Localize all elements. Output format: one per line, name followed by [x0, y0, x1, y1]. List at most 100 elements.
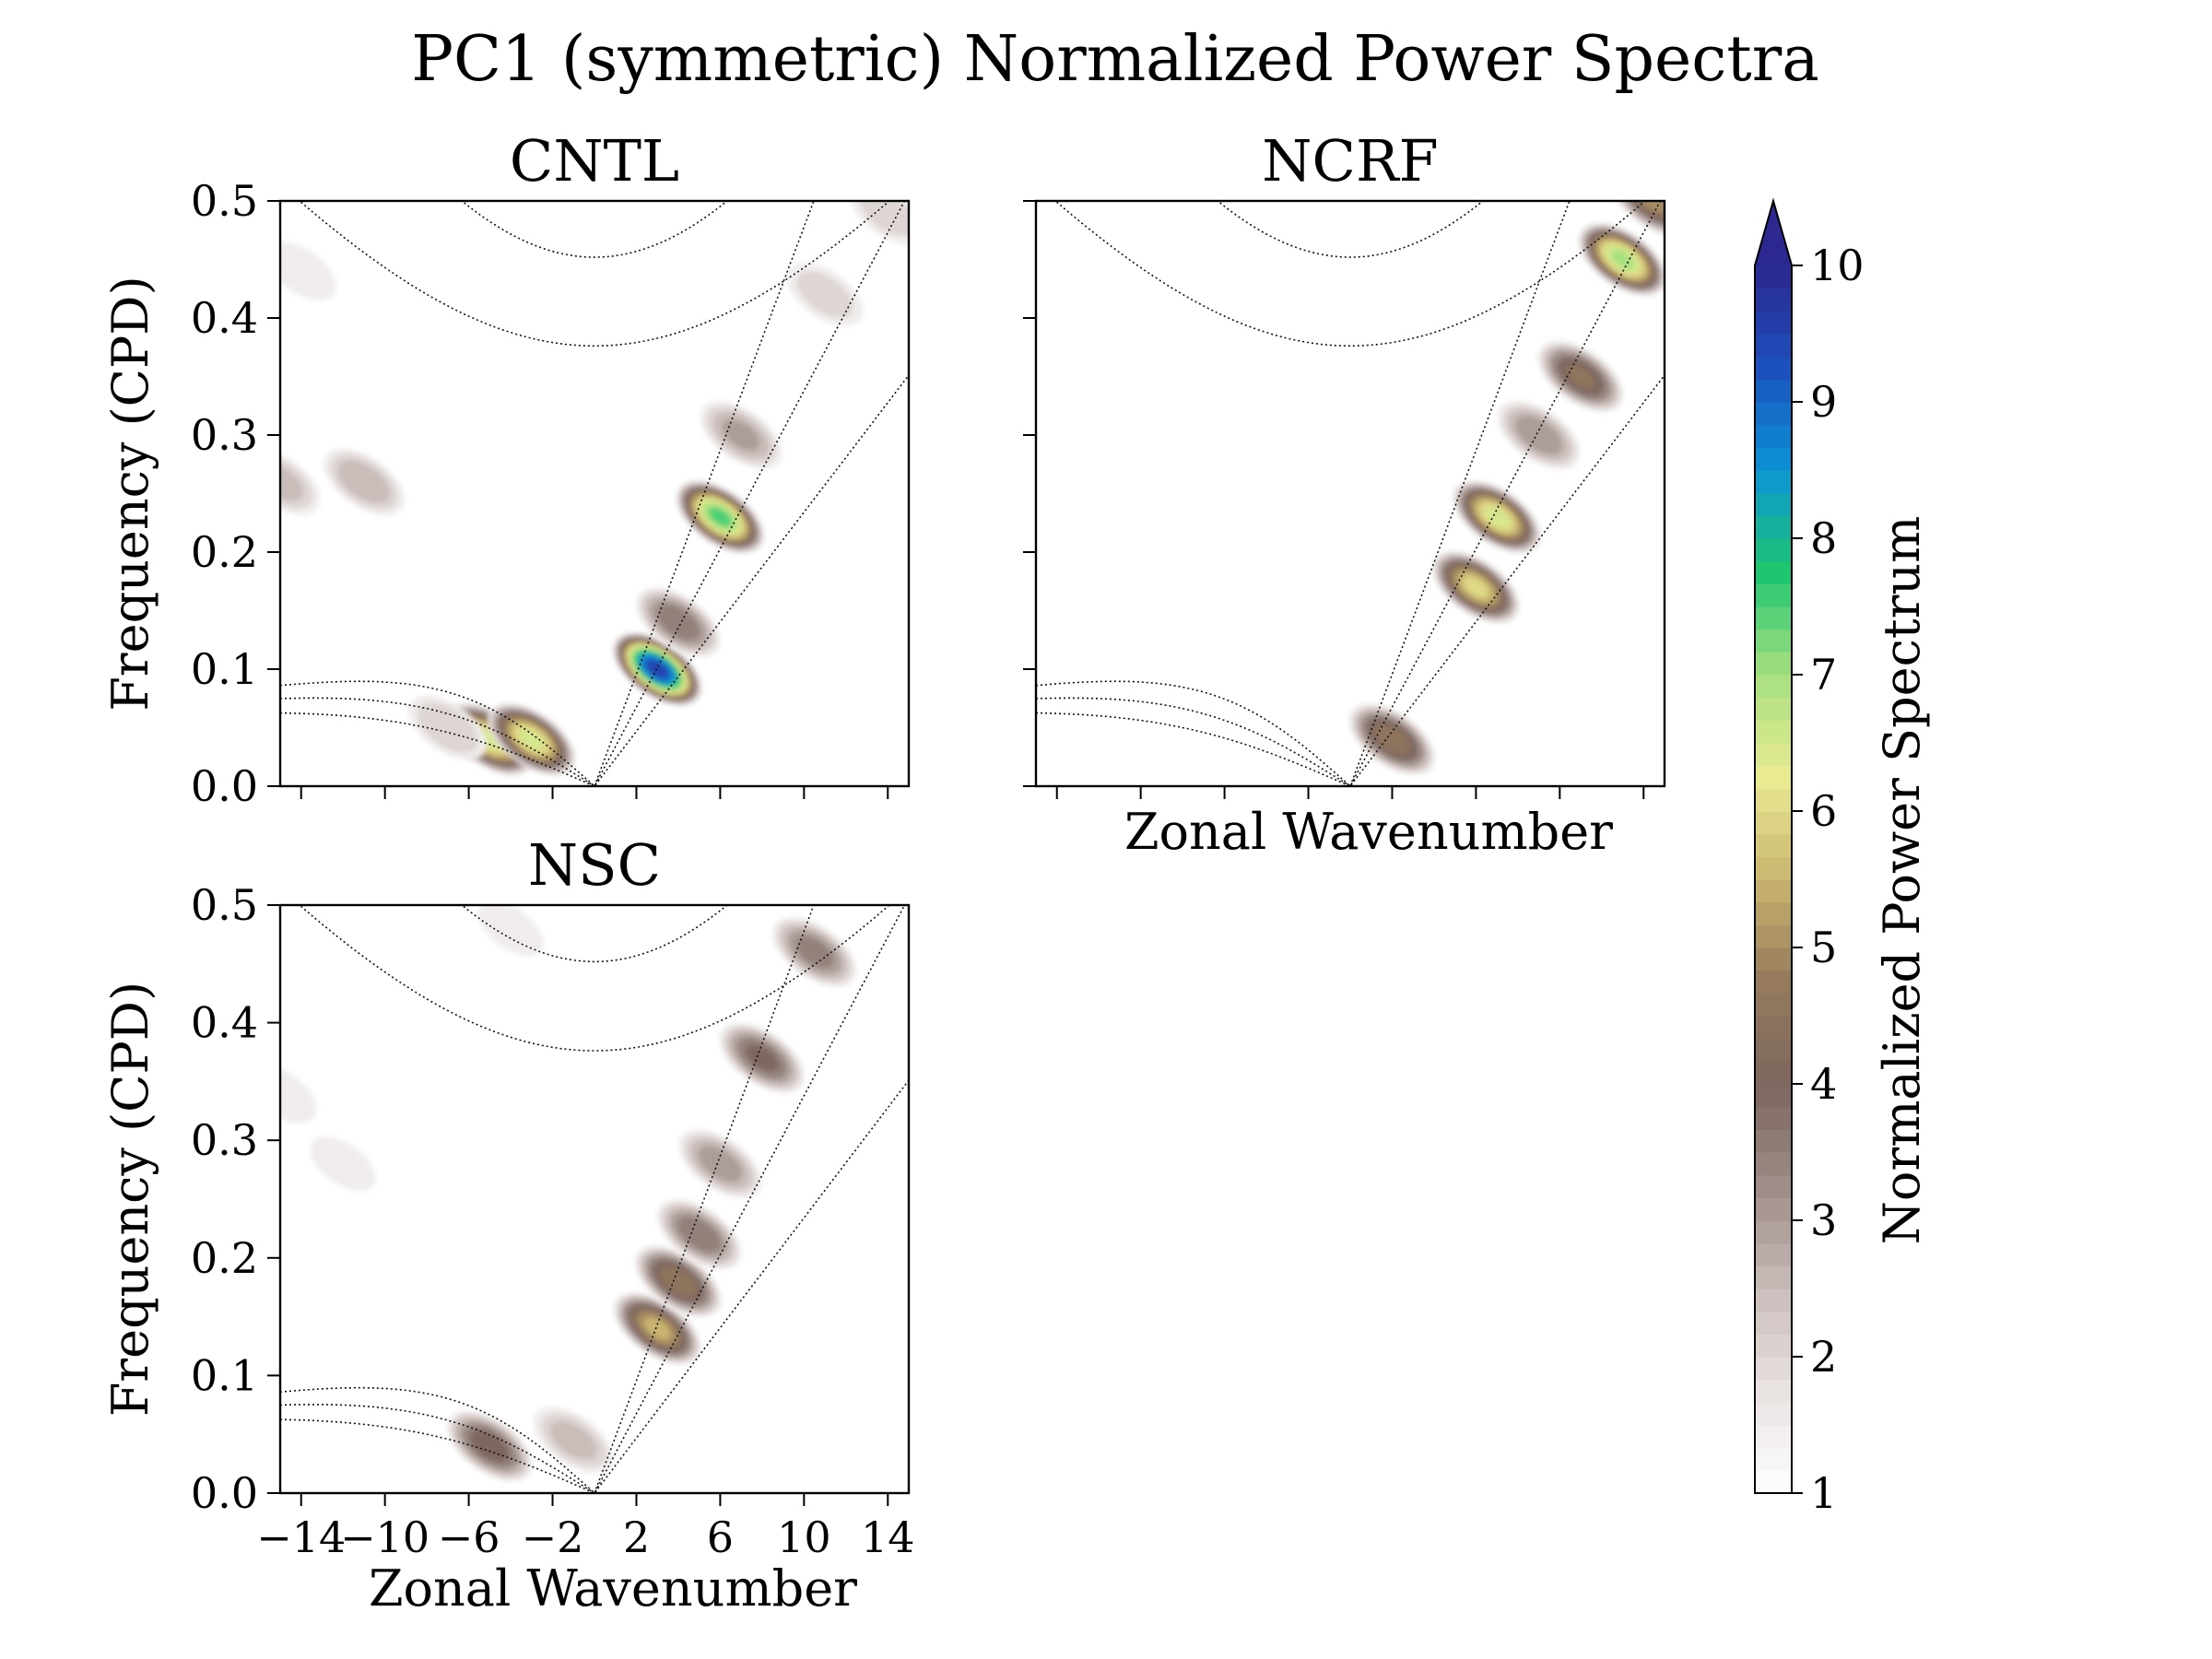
dispersion-curve	[594, 201, 815, 786]
colorbar-segment	[1755, 1379, 1792, 1403]
colorbar-segment	[1755, 697, 1792, 721]
colorbar-tick-label: 10	[1810, 241, 1865, 290]
spectral-peak	[408, 695, 488, 760]
colorbar-segment	[1755, 492, 1792, 516]
colorbar-segment	[1755, 1447, 1792, 1471]
y-axis-label: Frequency (CPD)	[101, 982, 159, 1417]
colorbar-segment	[1755, 1265, 1792, 1289]
colorbar-segment	[1755, 811, 1792, 835]
colorbar-segment	[1755, 560, 1792, 584]
spectral-peak	[446, 1410, 533, 1482]
colorbar-segment	[1755, 1174, 1792, 1198]
y-tick-label: 0.3	[191, 1115, 258, 1165]
colorbar-segment	[1755, 379, 1792, 403]
colorbar-segment	[1755, 629, 1792, 653]
colorbar: 1 2 3 4 5 6 7 8 9 10	[1754, 197, 1865, 1518]
spectral-peak	[1497, 400, 1581, 470]
colorbar-tick-label: 1	[1810, 1468, 1837, 1518]
colorbar-segment	[1755, 1470, 1792, 1494]
colorbar-segment	[1755, 1106, 1792, 1130]
colorbar-segment	[1755, 265, 1792, 289]
colorbar-tick-label: 4	[1810, 1059, 1837, 1109]
spectral-peak	[676, 480, 765, 554]
colorbar-tick-label: 9	[1810, 377, 1837, 427]
axes-frame	[1034, 199, 1666, 788]
y-tick-label: 0.4	[191, 998, 258, 1048]
x-tick-label: −6	[438, 1512, 500, 1562]
plot-area	[280, 201, 909, 786]
colorbar-segment	[1755, 583, 1792, 607]
panel-nsc: −14−10 −6 −2 2 6 10 14 0.0 0.1 0.2 0.3 0.4 0.5 NSC Zon…	[101, 831, 915, 1618]
panel-title: NSC	[528, 831, 661, 899]
colorbar-segment	[1755, 720, 1792, 744]
colorbar-tick-label: 8	[1810, 513, 1837, 563]
x-tick-label: −2	[522, 1512, 584, 1562]
colorbar-segment	[1755, 470, 1792, 494]
dispersion-curve	[280, 712, 595, 786]
dispersion-curves	[280, 201, 909, 786]
x-tick-label: −10	[340, 1512, 429, 1562]
dispersion-curve	[594, 905, 906, 1493]
spectral-peak	[477, 905, 544, 956]
dispersion-curve	[1036, 712, 1351, 786]
dispersion-curve	[594, 905, 815, 1493]
x-tick-label: 14	[861, 1512, 915, 1562]
dispersion-curve	[460, 201, 729, 258]
x-tick-label: −14	[256, 1512, 346, 1562]
colorbar-segment	[1755, 538, 1792, 562]
colorbar-segment	[1755, 1402, 1792, 1426]
spectral-peak	[1453, 480, 1541, 554]
x-tick-label: 6	[707, 1512, 734, 1562]
y-axis-label: Frequency (CPD)	[101, 276, 159, 711]
y-tick-label: 0.2	[191, 1233, 258, 1283]
dispersion-curve	[1036, 680, 1351, 786]
y-tick-label: 0.0	[191, 1468, 258, 1518]
dispersion-curve	[1036, 697, 1351, 786]
dispersion-curve	[593, 1079, 909, 1493]
colorbar-segment	[1755, 1425, 1792, 1449]
dispersion-curves	[280, 905, 909, 1493]
spectral-peak	[1348, 703, 1436, 775]
panel-title: CNTL	[510, 127, 679, 194]
colorbar-segment	[1755, 515, 1792, 539]
colorbar-segment	[1755, 1334, 1792, 1358]
colorbar-segment	[1755, 947, 1792, 971]
y-tick-label: 0.4	[191, 293, 258, 343]
spectral-peak	[678, 1129, 762, 1198]
dispersion-curve	[280, 697, 595, 786]
spectral-peak	[280, 241, 336, 300]
panel-ncrf: NCRF Zonal Wavenumber	[1023, 127, 1666, 861]
dispersion-curve	[280, 1418, 595, 1493]
colorbar-tick-label: 5	[1810, 923, 1837, 972]
y-tick-label: 0.1	[191, 644, 258, 694]
y-tick-label: 0.0	[191, 761, 258, 811]
colorbar-tick-label: 6	[1810, 786, 1837, 836]
y-tick-label: 0.5	[191, 880, 258, 930]
colorbar-segment	[1755, 311, 1792, 335]
spectral-peak	[656, 1199, 742, 1270]
spectral-peak	[719, 1022, 806, 1094]
colorbar-segment	[1755, 402, 1792, 426]
spectral-peak	[1578, 222, 1665, 297]
dispersion-curve	[593, 374, 909, 786]
panel-title: NCRF	[1262, 127, 1438, 194]
colorbar-segment	[1755, 1288, 1792, 1312]
colorbar-segment	[1755, 1357, 1792, 1381]
colorbar-segment	[1755, 788, 1792, 812]
colorbar-segment	[1755, 833, 1792, 857]
dispersion-curve	[280, 1404, 595, 1493]
spectral-peak	[700, 401, 782, 469]
colorbar-segment	[1755, 334, 1792, 358]
colorbar-segment	[1755, 1084, 1792, 1108]
dispersion-curve	[1053, 201, 1647, 347]
x-axis-label: Zonal Wavenumber	[1124, 803, 1613, 861]
axes-frame	[278, 903, 911, 1495]
colorbar-tick-label: 3	[1810, 1195, 1837, 1245]
dispersion-curves	[1036, 201, 1665, 786]
plot-area	[280, 905, 909, 1493]
dispersion-curve	[298, 201, 891, 347]
colorbar-segment	[1755, 743, 1792, 767]
dispersion-curve	[280, 1386, 595, 1493]
colorbar-segment	[1755, 856, 1792, 880]
